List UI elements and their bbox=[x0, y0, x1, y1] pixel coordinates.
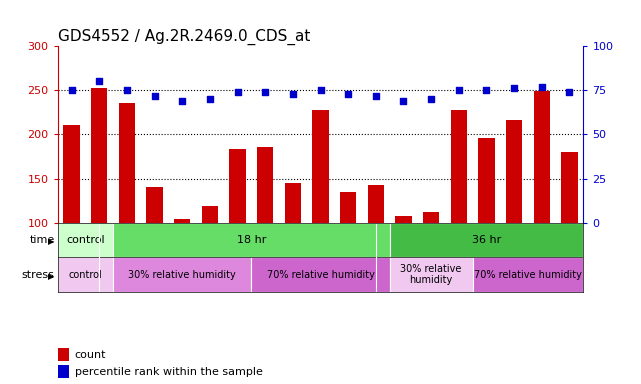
Text: count: count bbox=[74, 349, 106, 359]
Bar bbox=[367, 185, 384, 311]
Point bbox=[177, 98, 187, 104]
Point bbox=[454, 87, 464, 93]
Point bbox=[509, 85, 519, 91]
Bar bbox=[58, 365, 69, 379]
Point bbox=[94, 78, 104, 84]
Bar bbox=[285, 183, 301, 311]
Text: 30% relative humidity: 30% relative humidity bbox=[128, 270, 236, 280]
Text: 70% relative humidity: 70% relative humidity bbox=[474, 270, 582, 280]
Text: 36 hr: 36 hr bbox=[472, 235, 501, 245]
Bar bbox=[251, 257, 390, 292]
Point bbox=[426, 96, 437, 102]
Bar bbox=[229, 149, 246, 311]
Text: GDS4552 / Ag.2R.2469.0_CDS_at: GDS4552 / Ag.2R.2469.0_CDS_at bbox=[58, 28, 310, 45]
Point bbox=[315, 87, 326, 93]
Bar bbox=[390, 223, 583, 257]
Bar bbox=[58, 257, 113, 292]
Text: control: control bbox=[69, 270, 102, 280]
Text: 70% relative humidity: 70% relative humidity bbox=[267, 270, 374, 280]
Bar bbox=[395, 216, 412, 311]
Bar bbox=[174, 219, 190, 311]
Bar bbox=[312, 110, 329, 311]
Text: ▶: ▶ bbox=[48, 237, 54, 247]
Point bbox=[564, 89, 574, 95]
Bar bbox=[58, 348, 69, 361]
Text: percentile rank within the sample: percentile rank within the sample bbox=[74, 367, 262, 377]
Bar bbox=[451, 110, 467, 311]
Bar bbox=[472, 257, 583, 292]
Bar bbox=[478, 138, 495, 311]
Point bbox=[370, 93, 381, 99]
Bar bbox=[119, 103, 135, 311]
Bar bbox=[423, 212, 440, 311]
Bar bbox=[533, 91, 550, 311]
Text: 30% relative
humidity: 30% relative humidity bbox=[401, 264, 462, 285]
Point bbox=[122, 87, 132, 93]
Bar bbox=[506, 120, 522, 311]
Point bbox=[288, 91, 298, 97]
Bar bbox=[390, 257, 472, 292]
Bar bbox=[63, 125, 80, 311]
Point bbox=[481, 87, 492, 93]
Bar bbox=[257, 147, 274, 311]
Point bbox=[398, 98, 408, 104]
Bar bbox=[113, 257, 251, 292]
Bar bbox=[340, 192, 356, 311]
Text: 18 hr: 18 hr bbox=[237, 235, 266, 245]
Bar bbox=[113, 223, 390, 257]
Point bbox=[204, 96, 215, 102]
Point bbox=[343, 91, 353, 97]
Bar bbox=[201, 206, 218, 311]
Text: ▶: ▶ bbox=[48, 272, 54, 281]
Text: stress: stress bbox=[22, 270, 54, 280]
Bar bbox=[58, 223, 113, 257]
Point bbox=[260, 89, 271, 95]
Point bbox=[149, 93, 160, 99]
Point bbox=[537, 84, 547, 90]
Text: time: time bbox=[29, 235, 54, 245]
Text: control: control bbox=[66, 235, 104, 245]
Bar bbox=[146, 187, 163, 311]
Bar bbox=[91, 88, 108, 311]
Point bbox=[233, 89, 243, 95]
Bar bbox=[561, 152, 578, 311]
Point bbox=[67, 87, 77, 93]
